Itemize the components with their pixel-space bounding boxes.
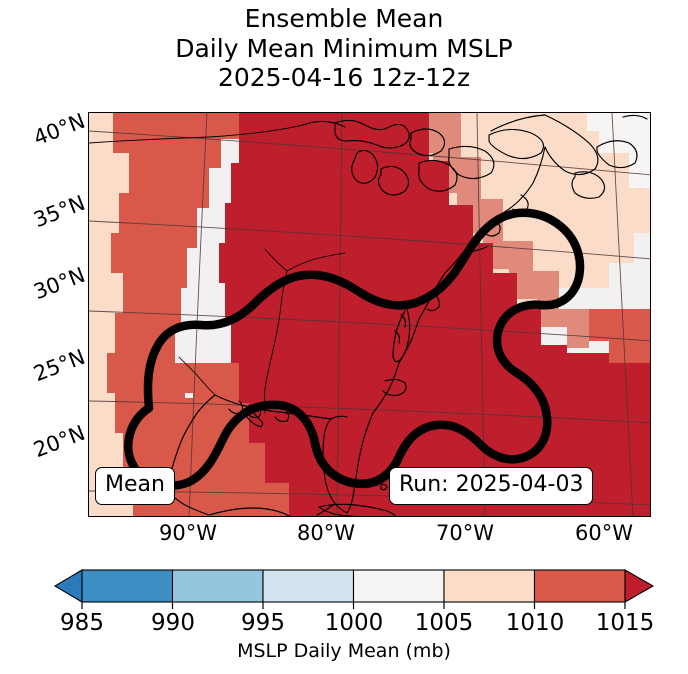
lon-tick-80W: 80°W [297,521,355,545]
colorbar-band-1000-1005 [352,569,445,603]
lat-tick-30N: 30°N [30,262,89,305]
colorbar-axis-label: MSLP Daily Mean (mb) [237,640,451,662]
fill-band-1005-1010-eastatlantic [589,309,650,363]
lon-tick-70W: 70°W [436,521,494,545]
map-plot-area [88,112,651,517]
colorbar-tick-1010: 1010 [505,610,565,636]
colorbar-over-arrow [624,569,655,603]
mean-annotation-box: Mean [95,467,175,505]
colorbar-band-985-990 [81,569,174,603]
colorbar-tick-1005: 1005 [414,610,474,636]
colorbar-tick-995: 995 [241,610,285,636]
colorbar-band-995-1000 [262,569,355,603]
contour-line-lobe [310,438,402,489]
title-line-3: 2025-04-16 12z-12z [217,63,471,92]
map-svg [89,113,650,516]
colorbar-under-arrow [53,569,83,603]
colorbar-band-1010-1015 [533,569,626,603]
colorbar-band-1005-1010 [443,569,536,603]
run-date-annotation-box: Run: 2025-04-03 [389,467,594,505]
colorbar-tick-990: 990 [151,610,195,636]
colorbar-ticks [81,602,626,609]
lat-tick-40N: 40°N [30,108,89,151]
colorbar-band-990-995 [171,569,264,603]
colorbar-tick-985: 985 [60,610,104,636]
contour-line-1010mb [124,208,585,490]
title-line-2: Daily Mean Minimum MSLP [175,33,513,63]
fill-band-1000-1005-northeast-corner [587,113,650,188]
figure-title: Ensemble Mean Daily Mean Minimum MSLP 20… [0,4,688,93]
colorbar-tick-1000: 1000 [324,610,384,636]
lat-tick-35N: 35°N [30,190,89,233]
title-line-1: Ensemble Mean [244,4,444,33]
fill-band-1005-1010-west [89,113,167,516]
lon-tick-60W: 60°W [575,521,633,545]
colorbar-tick-1015: 1015 [595,610,655,636]
lon-tick-90W: 90°W [159,521,217,545]
lat-tick-20N: 20°N [30,420,89,463]
lat-tick-25N: 25°N [30,344,89,387]
